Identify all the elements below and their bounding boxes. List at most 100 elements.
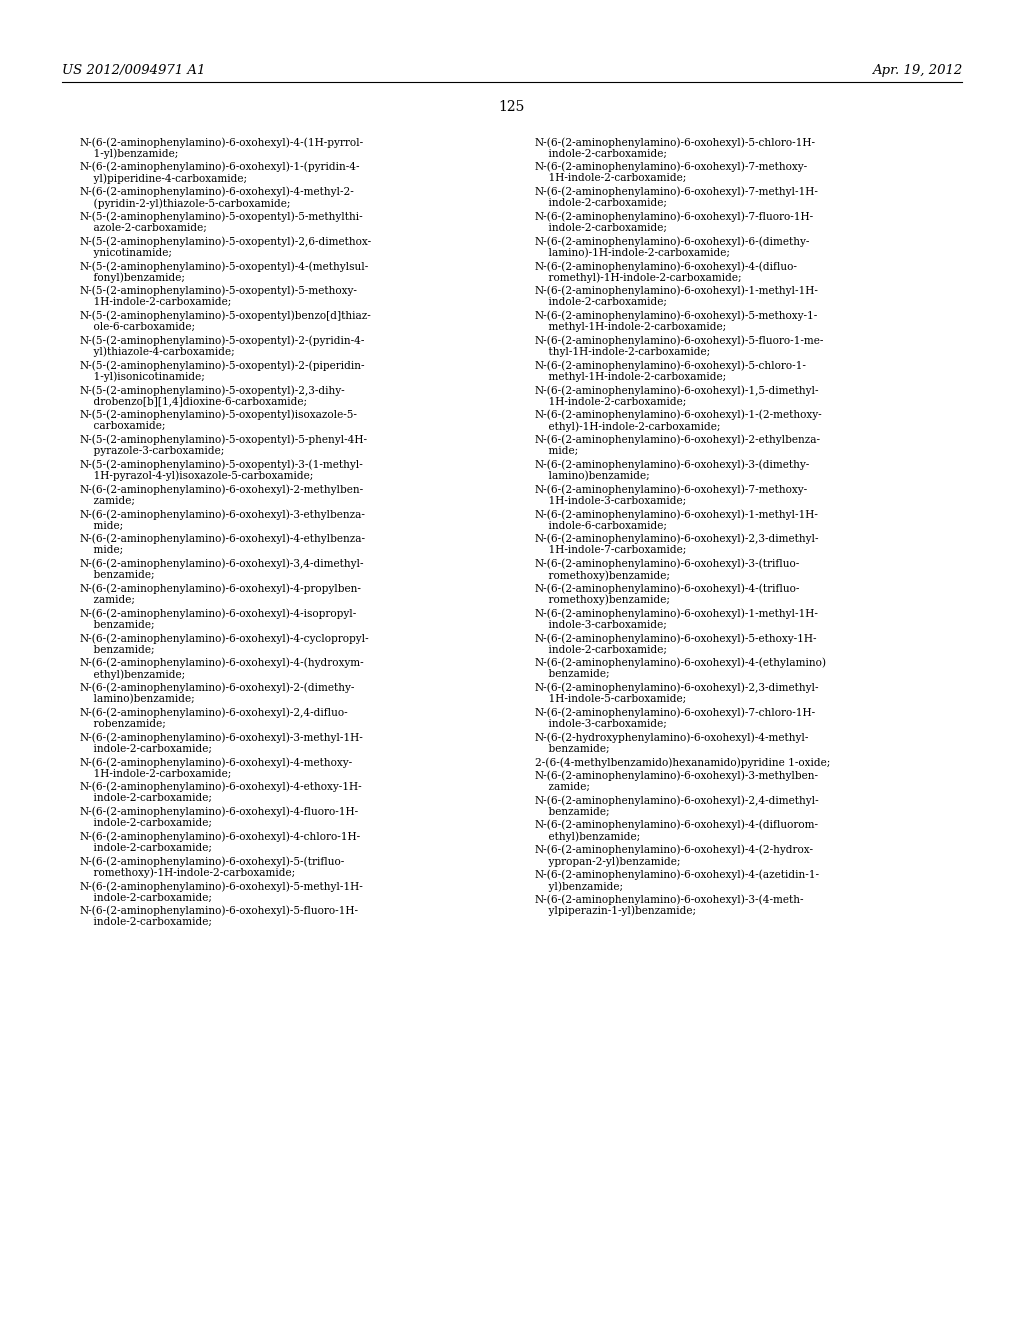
Text: N-(6-(2-aminophenylamino)-6-oxohexyl)-4-(hydroxym-: N-(6-(2-aminophenylamino)-6-oxohexyl)-4-… [80, 657, 365, 668]
Text: lamino)-1H-indole-2-carboxamide;: lamino)-1H-indole-2-carboxamide; [535, 248, 730, 257]
Text: N-(6-(2-aminophenylamino)-6-oxohexyl)-4-(ethylamino): N-(6-(2-aminophenylamino)-6-oxohexyl)-4-… [535, 657, 827, 668]
Text: indole-6-carboxamide;: indole-6-carboxamide; [535, 520, 667, 531]
Text: indole-2-carboxamide;: indole-2-carboxamide; [535, 149, 667, 158]
Text: indole-2-carboxamide;: indole-2-carboxamide; [535, 644, 667, 655]
Text: ethyl)-1H-indole-2-carboxamide;: ethyl)-1H-indole-2-carboxamide; [535, 421, 720, 432]
Text: lamino)benzamide;: lamino)benzamide; [535, 471, 649, 482]
Text: 1H-indole-2-carboxamide;: 1H-indole-2-carboxamide; [535, 173, 686, 183]
Text: N-(6-(2-aminophenylamino)-6-oxohexyl)-2,4-difluo-: N-(6-(2-aminophenylamino)-6-oxohexyl)-2,… [80, 708, 348, 718]
Text: mide;: mide; [80, 545, 123, 556]
Text: zamide;: zamide; [80, 595, 135, 605]
Text: 1H-indole-3-carboxamide;: 1H-indole-3-carboxamide; [535, 496, 686, 506]
Text: N-(6-(2-aminophenylamino)-6-oxohexyl)-3-methylben-: N-(6-(2-aminophenylamino)-6-oxohexyl)-3-… [535, 771, 819, 781]
Text: N-(5-(2-aminophenylamino)-5-oxopentyl)-4-(methylsul-: N-(5-(2-aminophenylamino)-5-oxopentyl)-4… [80, 261, 370, 272]
Text: 1H-indole-2-carboxamide;: 1H-indole-2-carboxamide; [80, 768, 231, 779]
Text: benzamide;: benzamide; [80, 619, 155, 630]
Text: N-(6-(2-aminophenylamino)-6-oxohexyl)-1-methyl-1H-: N-(6-(2-aminophenylamino)-6-oxohexyl)-1-… [535, 609, 819, 619]
Text: romethoxy)benzamide;: romethoxy)benzamide; [535, 595, 670, 606]
Text: N-(6-(2-aminophenylamino)-6-oxohexyl)-4-fluoro-1H-: N-(6-(2-aminophenylamino)-6-oxohexyl)-4-… [80, 807, 359, 817]
Text: methyl-1H-indole-2-carboxamide;: methyl-1H-indole-2-carboxamide; [535, 372, 726, 381]
Text: N-(6-(2-aminophenylamino)-6-oxohexyl)-2-methylben-: N-(6-(2-aminophenylamino)-6-oxohexyl)-2-… [80, 484, 365, 495]
Text: N-(5-(2-aminophenylamino)-5-oxopentyl)-2-(piperidin-: N-(5-(2-aminophenylamino)-5-oxopentyl)-2… [80, 360, 366, 371]
Text: 1H-indole-5-carboxamide;: 1H-indole-5-carboxamide; [535, 694, 686, 704]
Text: benzamide;: benzamide; [535, 807, 609, 817]
Text: N-(6-(2-aminophenylamino)-6-oxohexyl)-5-methyl-1H-: N-(6-(2-aminophenylamino)-6-oxohexyl)-5-… [80, 880, 364, 891]
Text: benzamide;: benzamide; [80, 570, 155, 579]
Text: mide;: mide; [80, 520, 123, 531]
Text: N-(6-(2-aminophenylamino)-6-oxohexyl)-4-propylben-: N-(6-(2-aminophenylamino)-6-oxohexyl)-4-… [80, 583, 361, 594]
Text: N-(6-(2-aminophenylamino)-6-oxohexyl)-2,3-dimethyl-: N-(6-(2-aminophenylamino)-6-oxohexyl)-2,… [535, 682, 819, 693]
Text: N-(6-(2-aminophenylamino)-6-oxohexyl)-5-chloro-1-: N-(6-(2-aminophenylamino)-6-oxohexyl)-5-… [535, 360, 807, 371]
Text: mide;: mide; [535, 446, 579, 457]
Text: N-(6-(2-aminophenylamino)-6-oxohexyl)-1-methyl-1H-: N-(6-(2-aminophenylamino)-6-oxohexyl)-1-… [535, 510, 819, 520]
Text: N-(6-(2-aminophenylamino)-6-oxohexyl)-4-ethylbenza-: N-(6-(2-aminophenylamino)-6-oxohexyl)-4-… [80, 533, 366, 544]
Text: ethyl)benzamide;: ethyl)benzamide; [80, 669, 185, 680]
Text: N-(6-(2-aminophenylamino)-6-oxohexyl)-4-(1H-pyrrol-: N-(6-(2-aminophenylamino)-6-oxohexyl)-4-… [80, 137, 365, 148]
Text: indole-2-carboxamide;: indole-2-carboxamide; [80, 793, 212, 804]
Text: N-(6-(2-aminophenylamino)-6-oxohexyl)-5-methoxy-1-: N-(6-(2-aminophenylamino)-6-oxohexyl)-5-… [535, 310, 818, 321]
Text: N-(5-(2-aminophenylamino)-5-oxopentyl)-5-methoxy-: N-(5-(2-aminophenylamino)-5-oxopentyl)-5… [80, 286, 357, 297]
Text: N-(6-(2-aminophenylamino)-6-oxohexyl)-7-chloro-1H-: N-(6-(2-aminophenylamino)-6-oxohexyl)-7-… [535, 708, 816, 718]
Text: indole-3-carboxamide;: indole-3-carboxamide; [535, 719, 667, 729]
Text: fonyl)benzamide;: fonyl)benzamide; [80, 272, 185, 282]
Text: N-(6-(2-aminophenylamino)-6-oxohexyl)-2,3-dimethyl-: N-(6-(2-aminophenylamino)-6-oxohexyl)-2,… [535, 533, 819, 544]
Text: N-(6-(2-aminophenylamino)-6-oxohexyl)-4-cyclopropyl-: N-(6-(2-aminophenylamino)-6-oxohexyl)-4-… [80, 634, 370, 644]
Text: indole-3-carboxamide;: indole-3-carboxamide; [535, 619, 667, 630]
Text: N-(6-(2-aminophenylamino)-6-oxohexyl)-3-(4-meth-: N-(6-(2-aminophenylamino)-6-oxohexyl)-3-… [535, 894, 805, 906]
Text: romethyl)-1H-indole-2-carboxamide;: romethyl)-1H-indole-2-carboxamide; [535, 272, 741, 282]
Text: yl)thiazole-4-carboxamide;: yl)thiazole-4-carboxamide; [80, 347, 234, 358]
Text: N-(6-(2-aminophenylamino)-6-oxohexyl)-3-(trifluo-: N-(6-(2-aminophenylamino)-6-oxohexyl)-3-… [535, 558, 800, 569]
Text: carboxamide;: carboxamide; [80, 421, 165, 432]
Text: N-(6-(2-aminophenylamino)-6-oxohexyl)-3-methyl-1H-: N-(6-(2-aminophenylamino)-6-oxohexyl)-3-… [80, 733, 364, 743]
Text: N-(6-(2-aminophenylamino)-6-oxohexyl)-4-ethoxy-1H-: N-(6-(2-aminophenylamino)-6-oxohexyl)-4-… [80, 781, 362, 792]
Text: ynicotinamide;: ynicotinamide; [80, 248, 172, 257]
Text: benzamide;: benzamide; [535, 743, 609, 754]
Text: indole-2-carboxamide;: indole-2-carboxamide; [535, 297, 667, 308]
Text: N-(6-(2-aminophenylamino)-6-oxohexyl)-5-fluoro-1-me-: N-(6-(2-aminophenylamino)-6-oxohexyl)-5-… [535, 335, 824, 346]
Text: yl)piperidine-4-carboxamide;: yl)piperidine-4-carboxamide; [80, 173, 247, 183]
Text: romethoxy)benzamide;: romethoxy)benzamide; [535, 570, 670, 581]
Text: N-(6-(2-aminophenylamino)-6-oxohexyl)-5-fluoro-1H-: N-(6-(2-aminophenylamino)-6-oxohexyl)-5-… [80, 906, 359, 916]
Text: methyl-1H-indole-2-carboxamide;: methyl-1H-indole-2-carboxamide; [535, 322, 726, 333]
Text: N-(6-(2-aminophenylamino)-6-oxohexyl)-1-(pyridin-4-: N-(6-(2-aminophenylamino)-6-oxohexyl)-1-… [80, 162, 360, 173]
Text: ole-6-carboxamide;: ole-6-carboxamide; [80, 322, 195, 333]
Text: N-(6-(2-aminophenylamino)-6-oxohexyl)-4-isopropyl-: N-(6-(2-aminophenylamino)-6-oxohexyl)-4-… [80, 609, 357, 619]
Text: US 2012/0094971 A1: US 2012/0094971 A1 [62, 63, 206, 77]
Text: N-(6-(2-aminophenylamino)-6-oxohexyl)-5-chloro-1H-: N-(6-(2-aminophenylamino)-6-oxohexyl)-5-… [535, 137, 816, 148]
Text: N-(5-(2-aminophenylamino)-5-oxopentyl)-2,3-dihy-: N-(5-(2-aminophenylamino)-5-oxopentyl)-2… [80, 385, 346, 396]
Text: N-(6-(2-aminophenylamino)-6-oxohexyl)-4-chloro-1H-: N-(6-(2-aminophenylamino)-6-oxohexyl)-4-… [80, 832, 361, 842]
Text: indole-2-carboxamide;: indole-2-carboxamide; [80, 818, 212, 828]
Text: 1-yl)isonicotinamide;: 1-yl)isonicotinamide; [80, 372, 205, 383]
Text: N-(6-(2-aminophenylamino)-6-oxohexyl)-7-methoxy-: N-(6-(2-aminophenylamino)-6-oxohexyl)-7-… [535, 162, 808, 173]
Text: N-(5-(2-aminophenylamino)-5-oxopentyl)-5-methylthi-: N-(5-(2-aminophenylamino)-5-oxopentyl)-5… [80, 211, 364, 222]
Text: benzamide;: benzamide; [80, 644, 155, 655]
Text: lamino)benzamide;: lamino)benzamide; [80, 694, 195, 705]
Text: 1H-indole-7-carboxamide;: 1H-indole-7-carboxamide; [535, 545, 686, 556]
Text: indole-2-carboxamide;: indole-2-carboxamide; [80, 843, 212, 853]
Text: 2-(6-(4-methylbenzamido)hexanamido)pyridine 1-oxide;: 2-(6-(4-methylbenzamido)hexanamido)pyrid… [535, 756, 830, 767]
Text: zamide;: zamide; [535, 781, 590, 792]
Text: drobenzo[b][1,4]dioxine-6-carboxamide;: drobenzo[b][1,4]dioxine-6-carboxamide; [80, 396, 307, 407]
Text: thyl-1H-indole-2-carboxamide;: thyl-1H-indole-2-carboxamide; [535, 347, 710, 356]
Text: N-(6-(2-aminophenylamino)-6-oxohexyl)-7-fluoro-1H-: N-(6-(2-aminophenylamino)-6-oxohexyl)-7-… [535, 211, 814, 222]
Text: N-(6-(2-aminophenylamino)-6-oxohexyl)-3,4-dimethyl-: N-(6-(2-aminophenylamino)-6-oxohexyl)-3,… [80, 558, 365, 569]
Text: indole-2-carboxamide;: indole-2-carboxamide; [535, 198, 667, 209]
Text: Apr. 19, 2012: Apr. 19, 2012 [871, 63, 962, 77]
Text: (pyridin-2-yl)thiazole-5-carboxamide;: (pyridin-2-yl)thiazole-5-carboxamide; [80, 198, 291, 209]
Text: pyrazole-3-carboxamide;: pyrazole-3-carboxamide; [80, 446, 224, 457]
Text: N-(6-(2-aminophenylamino)-6-oxohexyl)-4-methoxy-: N-(6-(2-aminophenylamino)-6-oxohexyl)-4-… [80, 756, 353, 767]
Text: robenzamide;: robenzamide; [80, 719, 166, 729]
Text: N-(6-(2-aminophenylamino)-6-oxohexyl)-5-(trifluo-: N-(6-(2-aminophenylamino)-6-oxohexyl)-5-… [80, 857, 345, 867]
Text: N-(5-(2-aminophenylamino)-5-oxopentyl)benzo[d]thiaz-: N-(5-(2-aminophenylamino)-5-oxopentyl)be… [80, 310, 372, 321]
Text: 1-yl)benzamide;: 1-yl)benzamide; [80, 149, 178, 160]
Text: N-(6-(2-aminophenylamino)-6-oxohexyl)-4-methyl-2-: N-(6-(2-aminophenylamino)-6-oxohexyl)-4-… [80, 186, 354, 197]
Text: 1H-pyrazol-4-yl)isoxazole-5-carboxamide;: 1H-pyrazol-4-yl)isoxazole-5-carboxamide; [80, 471, 313, 482]
Text: N-(6-(2-aminophenylamino)-6-oxohexyl)-4-(trifluo-: N-(6-(2-aminophenylamino)-6-oxohexyl)-4-… [535, 583, 801, 594]
Text: N-(6-(2-aminophenylamino)-6-oxohexyl)-3-(dimethy-: N-(6-(2-aminophenylamino)-6-oxohexyl)-3-… [535, 459, 810, 470]
Text: indole-2-carboxamide;: indole-2-carboxamide; [80, 743, 212, 754]
Text: N-(6-(2-aminophenylamino)-6-oxohexyl)-2-ethylbenza-: N-(6-(2-aminophenylamino)-6-oxohexyl)-2-… [535, 434, 821, 445]
Text: N-(6-(2-aminophenylamino)-6-oxohexyl)-3-ethylbenza-: N-(6-(2-aminophenylamino)-6-oxohexyl)-3-… [80, 510, 366, 520]
Text: N-(5-(2-aminophenylamino)-5-oxopentyl)isoxazole-5-: N-(5-(2-aminophenylamino)-5-oxopentyl)is… [80, 409, 357, 420]
Text: N-(5-(2-aminophenylamino)-5-oxopentyl)-3-(1-methyl-: N-(5-(2-aminophenylamino)-5-oxopentyl)-3… [80, 459, 364, 470]
Text: indole-2-carboxamide;: indole-2-carboxamide; [535, 223, 667, 232]
